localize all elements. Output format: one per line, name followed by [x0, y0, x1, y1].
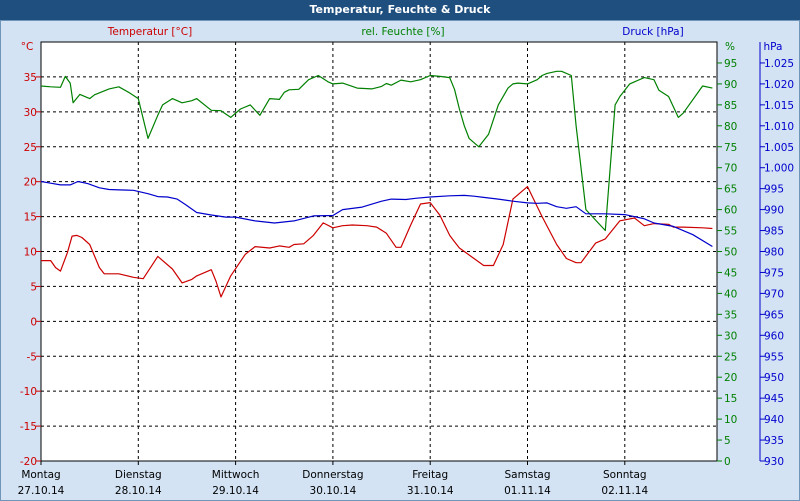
humidity-tick-label: 65	[724, 184, 737, 196]
pressure-tick-label: 935	[764, 435, 784, 447]
axis-headers: °C Temperatur [°C] rel. Feuchte [%] Druc…	[21, 26, 783, 53]
temperature-series-line	[41, 186, 713, 298]
humidity-tick-label: 20	[724, 372, 737, 384]
x-tick-day: Donnerstag	[302, 469, 363, 481]
humidity-axis-unit: %	[725, 41, 735, 53]
x-tick-date: 27.10.14	[18, 485, 65, 497]
humidity-tick-label: 25	[724, 351, 737, 363]
x-tick-day: Freitag	[412, 469, 448, 481]
humidity-tick-label: 50	[724, 247, 737, 259]
humidity-tick-label: 5	[724, 435, 731, 447]
tick-labels: -20 -15 -10 -5 0 5 10 15 20 25 30 35 0 5 10 15 20 25 30 35 4…	[18, 42, 794, 497]
humidity-tick-label: 95	[724, 58, 737, 70]
x-tick-date: 29.10.14	[212, 485, 259, 497]
pressure-axis-unit: hPa	[764, 41, 783, 53]
temperature-tick-label: 25	[24, 142, 37, 154]
x-tick-day: Samstag	[504, 469, 550, 481]
x-tick-date: 01.11.14	[504, 485, 551, 497]
pressure-tick-label: 1.015	[764, 100, 794, 112]
humidity-tick-label: 90	[724, 79, 737, 91]
humidity-tick-label: 45	[724, 267, 737, 279]
x-tick-date: 28.10.14	[115, 485, 162, 497]
data-series	[40, 70, 713, 298]
humidity-tick-label: 75	[724, 142, 737, 154]
humidity-tick-label: 15	[724, 393, 737, 405]
pressure-tick-label: 980	[764, 247, 784, 259]
pressure-tick-label: 970	[764, 288, 784, 300]
pressure-tick-label: 1.005	[764, 142, 794, 154]
humidity-tick-label: 30	[724, 330, 737, 342]
humidity-tick-label: 80	[724, 121, 737, 133]
humidity-tick-label: 40	[724, 288, 737, 300]
pressure-tick-label: 1.010	[764, 121, 794, 133]
temperature-tick-label: 10	[24, 247, 37, 259]
pressure-tick-label: 945	[764, 393, 784, 405]
humidity-tick-label: 35	[724, 309, 737, 321]
temperature-tick-label: 35	[24, 72, 37, 84]
pressure-tick-label: 995	[764, 184, 784, 196]
pressure-tick-label: 960	[764, 330, 784, 342]
x-tick-day: Dienstag	[115, 469, 162, 481]
temperature-axis-unit: °C	[21, 41, 34, 53]
temperature-tick-label: 20	[24, 177, 37, 189]
temperature-tick-label: 30	[24, 107, 37, 119]
pressure-tick-label: 990	[764, 205, 784, 217]
pressure-tick-label: 930	[764, 456, 784, 468]
pressure-tick-label: 985	[764, 226, 784, 238]
humidity-tick-label: 70	[724, 163, 737, 175]
temperature-tick-label: 15	[24, 212, 37, 224]
temperature-tick-label: -10	[20, 386, 37, 398]
x-tick-day: Mittwoch	[212, 469, 260, 481]
x-tick-day: Montag	[21, 469, 60, 481]
humidity-series-line	[40, 70, 713, 232]
pressure-tick-label: 940	[764, 414, 784, 426]
x-tick-day: Sonntag	[603, 469, 647, 481]
pressure-tick-label: 950	[764, 372, 784, 384]
humidity-tick-label: 85	[724, 100, 737, 112]
pressure-axis-label: Druck [hPa]	[622, 26, 683, 38]
pressure-tick-label: 1.000	[764, 163, 794, 175]
pressure-tick-label: 965	[764, 309, 784, 321]
temperature-tick-label: 0	[30, 316, 37, 328]
x-tick-date: 30.10.14	[310, 485, 357, 497]
grid-lines	[41, 42, 717, 461]
pressure-tick-label: 1.025	[764, 58, 794, 70]
x-tick-date: 31.10.14	[407, 485, 454, 497]
humidity-tick-label: 60	[724, 205, 737, 217]
temperature-tick-label: -5	[27, 351, 37, 363]
temperature-tick-label: -15	[20, 421, 37, 433]
x-tick-date: 02.11.14	[601, 485, 648, 497]
humidity-tick-label: 10	[724, 414, 737, 426]
temperature-tick-label: 5	[30, 281, 37, 293]
pressure-series-line	[40, 180, 713, 248]
pressure-tick-label: 975	[764, 267, 784, 279]
humidity-tick-label: 55	[724, 226, 737, 238]
humidity-axis-label: rel. Feuchte [%]	[361, 26, 444, 38]
pressure-tick-label: 955	[764, 351, 784, 363]
humidity-tick-label: 0	[724, 456, 731, 468]
chart-title: Temperatur, Feuchte & Druck	[0, 0, 800, 20]
temperature-tick-label: -20	[20, 456, 37, 468]
pressure-tick-label: 1.020	[764, 79, 794, 91]
temperature-axis-label: Temperatur [°C]	[107, 26, 192, 38]
